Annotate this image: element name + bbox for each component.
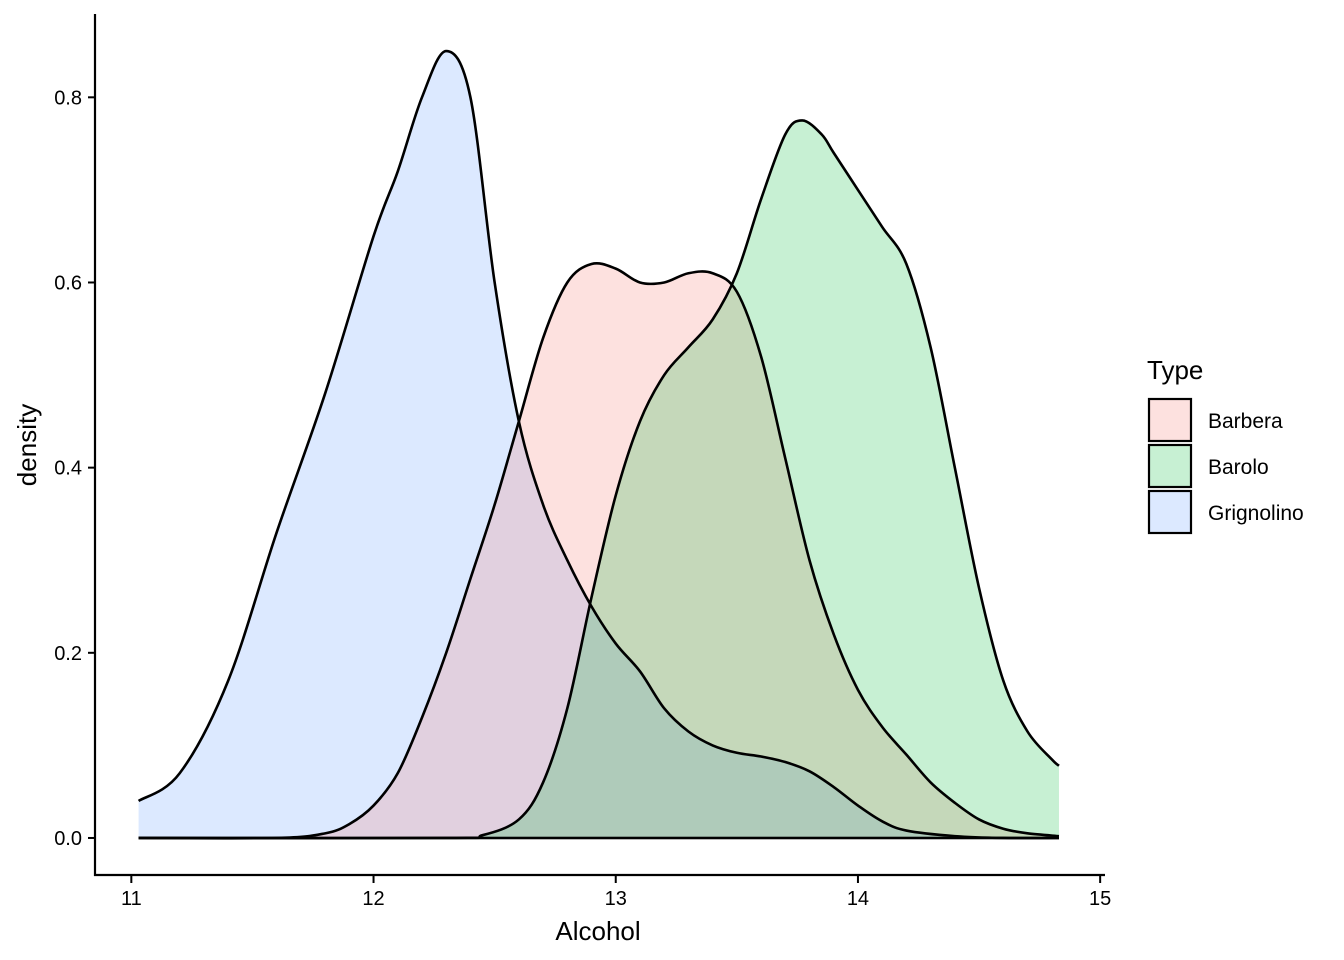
density-line-barbera [138, 261, 1060, 840]
y-tick-label: 0.2 [54, 643, 82, 665]
legend-items: Barbera Barolo Grignolino [1147, 397, 1304, 535]
legend-label-barbera: Barbera [1208, 410, 1283, 433]
y-axis-title: density [12, 404, 42, 486]
density-areas [137, 49, 1060, 840]
density-line-barolo [138, 119, 1060, 840]
y-tick-label: 0.0 [54, 828, 82, 850]
density-area-barbera [138, 263, 1059, 839]
x-tick-label: 11 [121, 888, 142, 910]
legend: Type Barbera Barolo Grignolino [1147, 355, 1304, 535]
y-tick-label: 0.6 [54, 272, 82, 294]
x-tick-label: 13 [605, 888, 627, 910]
x-tick-label: 14 [847, 888, 869, 910]
density-area-grignolino [138, 51, 1059, 839]
legend-label-barolo: Barolo [1208, 456, 1269, 479]
density-line-grignolino [137, 49, 1059, 840]
legend-key-grignolino [1147, 489, 1193, 535]
x-axis-ticks: 11 12 13 14 15 [121, 875, 1111, 910]
y-tick-label: 0.8 [54, 87, 82, 109]
y-axis-ticks: 0.0 0.2 0.4 0.6 0.8 [54, 87, 95, 850]
legend-title: Type [1147, 355, 1203, 385]
legend-key-barbera [1147, 397, 1193, 443]
x-axis-title: Alcohol [555, 916, 640, 946]
density-area-barolo [138, 120, 1059, 839]
legend-key-barolo [1147, 443, 1193, 489]
legend-label-grignolino: Grignolino [1208, 502, 1304, 525]
y-tick-label: 0.4 [54, 458, 82, 480]
x-tick-label: 12 [362, 888, 384, 910]
x-tick-label: 15 [1089, 888, 1111, 910]
